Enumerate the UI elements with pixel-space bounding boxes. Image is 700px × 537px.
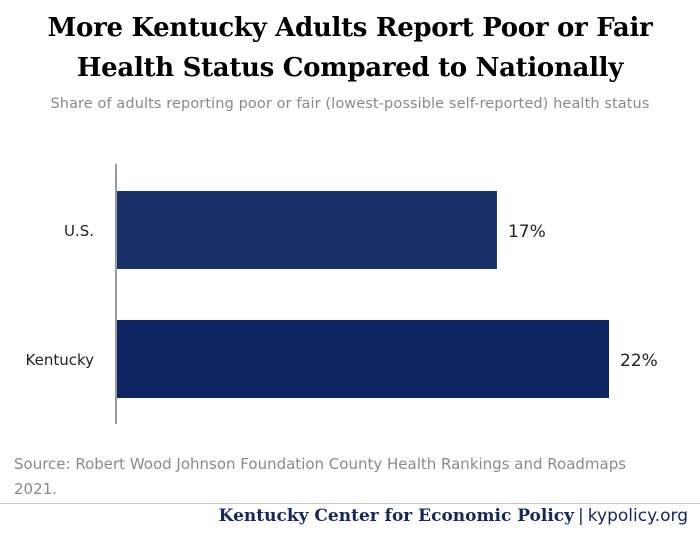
footer-credit: Kentucky Center for Economic Policy | kypo… <box>219 506 688 526</box>
chart-title: More Kentucky Adults Report Poor or Fair… <box>0 8 700 88</box>
source-note: Source: Robert Wood Johnson Foundation C… <box>14 455 627 498</box>
chart-title-line-1: More Kentucky Adults Report Poor or Fair <box>47 13 653 43</box>
data-label: 17% <box>508 222 546 242</box>
bar-chart: U.S. 17% Kentucky 22% <box>26 164 658 424</box>
data-label: 22% <box>620 351 658 371</box>
footer-separator: | <box>578 506 584 526</box>
category-label: Kentucky <box>26 351 95 369</box>
footer-divider <box>0 503 700 504</box>
chart-title-line-2: Health Status Compared to Nationally <box>76 53 624 83</box>
chart-subtitle: Share of adults reporting poor or fair (… <box>50 96 650 112</box>
category-label: U.S. <box>64 222 94 240</box>
bar-kentucky <box>116 320 609 398</box>
website-link[interactable]: kypolicy.org <box>587 506 688 526</box>
organization-name: Kentucky Center for Economic Policy <box>218 506 575 526</box>
bar-u-s <box>116 191 497 269</box>
